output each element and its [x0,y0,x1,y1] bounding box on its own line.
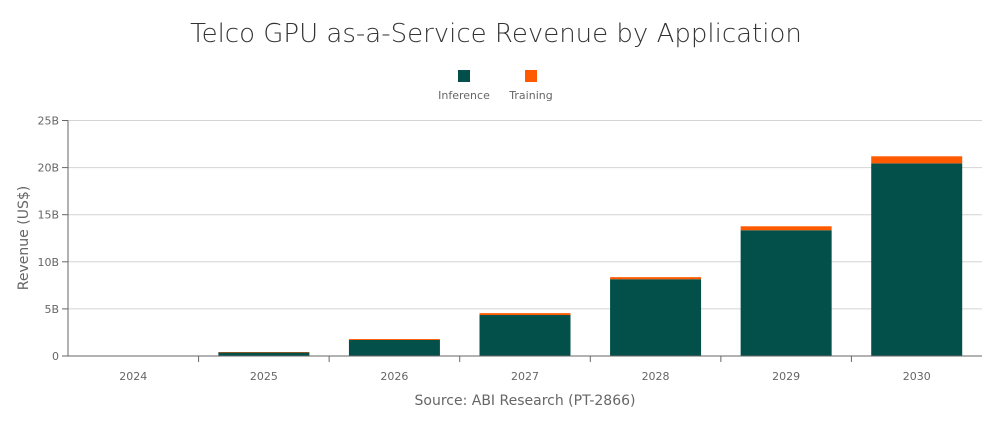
bar-inference-2029[interactable] [740,230,832,356]
x-tick-label: 2027 [511,370,539,383]
bar-training-2025[interactable] [218,352,310,353]
bar-inference-2027[interactable] [479,315,571,356]
y-tick-label: 25B [37,115,59,128]
bar-training-2030[interactable] [871,156,963,164]
bar-inference-2028[interactable] [610,279,702,356]
legend: Inference Training [438,70,553,102]
bars [218,156,963,356]
bar-training-2026[interactable] [348,339,440,340]
legend-label-inference[interactable]: Inference [438,89,490,102]
y-tick-label: 0 [52,350,59,363]
x-tick-label: 2028 [642,370,670,383]
y-axis-label: Revenue (US$) [16,186,32,290]
y-tick-label: 15B [37,209,59,222]
y-tick-label: 20B [37,162,59,175]
x-tick-label: 2029 [772,370,800,383]
y-tick-label: 5B [44,303,59,316]
legend-label-training[interactable]: Training [508,89,552,102]
bar-inference-2025[interactable] [218,352,310,356]
y-tick-label: 10B [37,256,59,269]
axes: 0 5B 10B 15B 20B 25B 2024 2025 2026 2027 2028 2029 2… [37,115,982,383]
x-tick-label: 2030 [903,370,931,383]
x-axis-label: Source: ABI Research (PT-2866) [415,393,636,409]
bar-training-2029[interactable] [740,226,832,231]
bar-inference-2030[interactable] [871,163,963,356]
x-tick-label: 2026 [380,370,408,383]
x-tick-label: 2025 [250,370,278,383]
legend-swatch-inference[interactable] [458,70,470,82]
gridlines [68,120,982,310]
legend-swatch-training[interactable] [525,70,537,82]
bar-training-2028[interactable] [610,277,702,280]
bar-inference-2026[interactable] [348,339,440,356]
bar-training-2027[interactable] [479,313,571,316]
chart-title: Telco GPU as-a-Service Revenue by Applic… [190,19,802,49]
x-tick-label: 2024 [119,370,147,383]
